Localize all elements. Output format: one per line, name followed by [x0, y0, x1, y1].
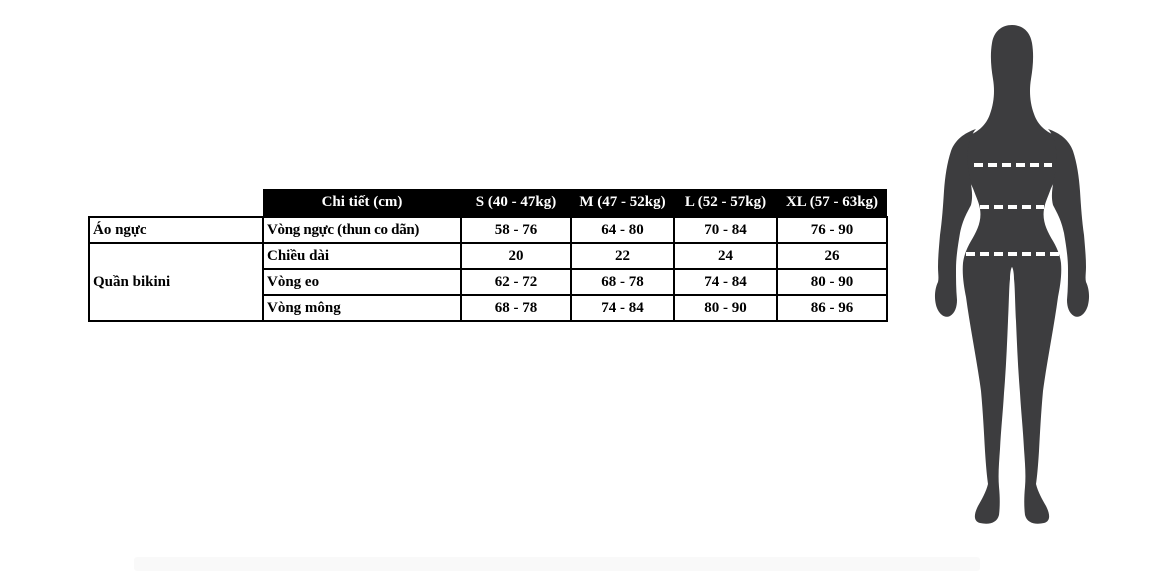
body-shape [952, 25, 1072, 524]
value-cell: 80 - 90 [673, 294, 778, 322]
value-cell: 58 - 76 [460, 216, 572, 244]
row-label-vong-eo: Vòng eo [262, 268, 462, 296]
page-bottom-strip [134, 557, 980, 571]
table-row: Áo ngực Vòng ngực (thun co dãn) 58 - 76 … [88, 216, 888, 244]
column-header-detail: Chi tiết (cm) [263, 189, 461, 217]
row-label-vong-nguc: Vòng ngực (thun co dãn) [262, 216, 462, 244]
right-arm-shape [1048, 129, 1090, 317]
value-cell: 22 [570, 242, 675, 270]
value-cell: 80 - 90 [776, 268, 888, 296]
value-cell: 24 [673, 242, 778, 270]
value-cell: 86 - 96 [776, 294, 888, 322]
table-row: Vòng eo 62 - 72 68 - 78 74 - 84 80 - 90 [89, 268, 888, 296]
table-row: Quần bikini Chiều dài 20 22 24 26 [88, 242, 888, 322]
column-header-size-l: L (52 - 57kg) [674, 189, 777, 217]
group-label-ao-nguc: Áo ngực [88, 216, 264, 244]
value-cell: 26 [776, 242, 888, 270]
value-cell: 68 - 78 [460, 294, 572, 322]
row-label-chieu-dai: Chiều dài [262, 242, 462, 270]
table-corner-spacer [89, 189, 263, 217]
size-chart-table: Chi tiết (cm) S (40 - 47kg) M (47 - 52kg… [88, 189, 888, 322]
group-label-quan-bikini: Quần bikini [88, 242, 264, 322]
column-header-size-xl: XL (57 - 63kg) [777, 189, 887, 217]
value-cell: 74 - 84 [673, 268, 778, 296]
header-row: Chi tiết (cm) S (40 - 47kg) M (47 - 52kg… [89, 189, 887, 217]
value-cell: 68 - 78 [570, 268, 675, 296]
value-cell: 62 - 72 [460, 268, 572, 296]
value-cell: 76 - 90 [776, 216, 888, 244]
row-label-vong-mong: Vòng mông [262, 294, 462, 322]
value-cell: 70 - 84 [673, 216, 778, 244]
value-cell: 74 - 84 [570, 294, 675, 322]
female-body-silhouette-icon [930, 21, 1094, 527]
column-header-size-m: M (47 - 52kg) [571, 189, 674, 217]
table-row: Vòng mông 68 - 78 74 - 84 80 - 90 86 - 9… [89, 294, 888, 322]
value-cell: 64 - 80 [570, 216, 675, 244]
value-cell: 20 [460, 242, 572, 270]
column-header-size-s: S (40 - 47kg) [461, 189, 571, 217]
left-arm-shape [934, 129, 976, 317]
